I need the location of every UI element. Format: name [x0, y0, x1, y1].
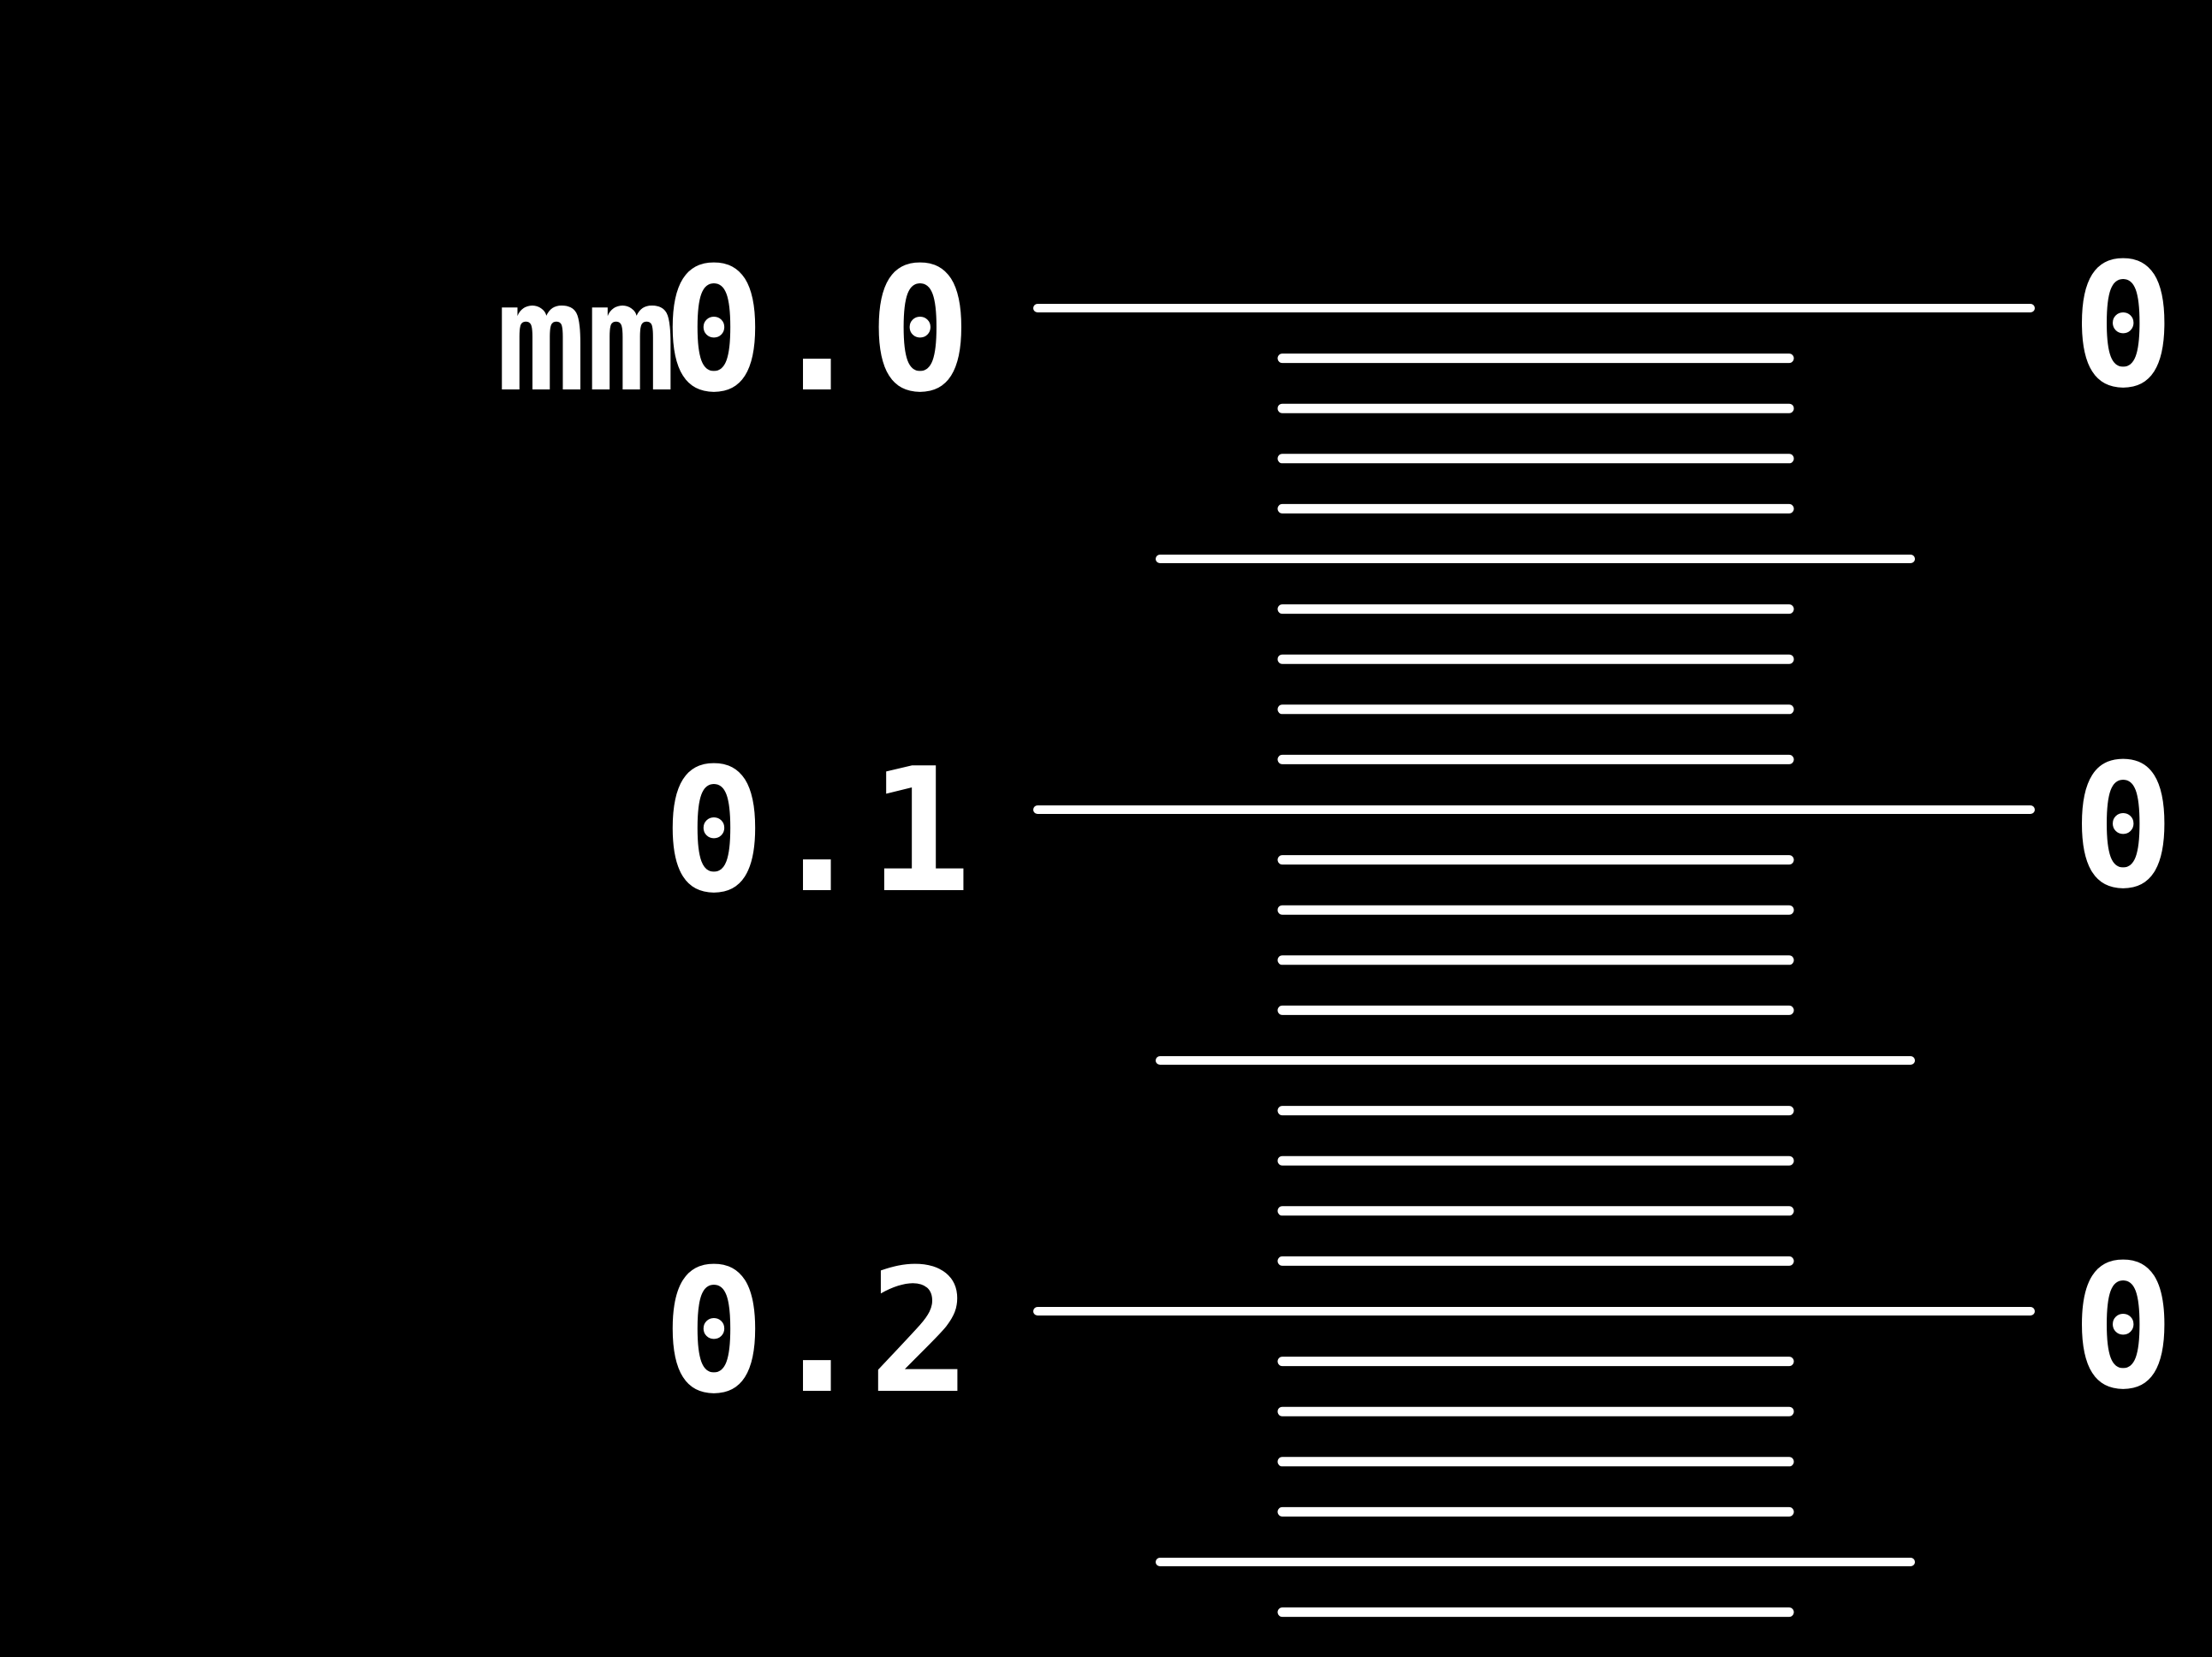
label-0-2: 0.2 — [663, 1232, 972, 1432]
label-0-1: 0.1 — [663, 732, 972, 931]
unit-label: mm — [496, 252, 676, 425]
right-label-2: 0. — [2072, 1228, 2212, 1428]
right-label-1: 0. — [2072, 728, 2212, 927]
label-0-0: 0.0 — [663, 231, 972, 431]
tick-marks — [1033, 304, 2035, 1618]
right-label-0: 0. — [2072, 227, 2212, 426]
